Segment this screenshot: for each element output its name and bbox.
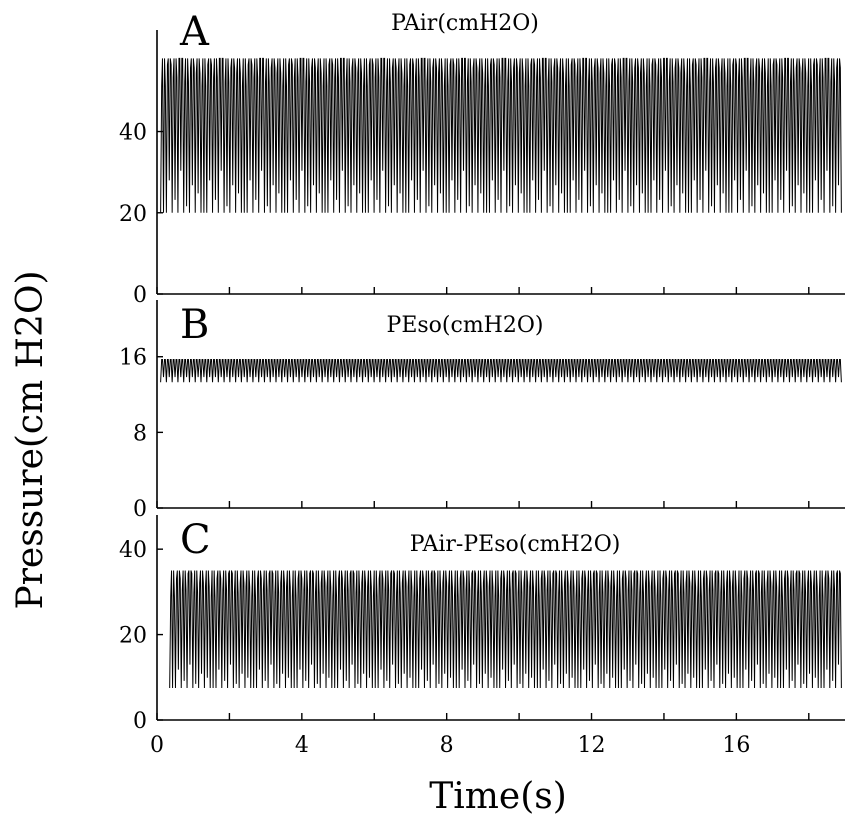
panel-a-signal-line [160,57,842,213]
x-tick-label: 16 [722,733,750,758]
panel-a-y-tick-label: 0 [133,283,147,308]
panel-a-letter: A [179,9,210,55]
x-tick-label: 0 [150,733,164,758]
panel-b-y-tick-label: 0 [133,497,147,522]
x-axis-label: Time(s) [429,776,567,817]
panel-b: B PEso(cmH2O) 0 8 16 [119,300,845,522]
panel-b-title: PEso(cmH2O) [387,313,544,338]
panel-c-plot: 0 20 40 0 4 8 12 16 [119,515,845,758]
panel-a-plot: 0 20 40 [119,30,845,308]
panel-c-letter: C [180,517,211,563]
panel-c-y-tick-label: 20 [119,624,147,649]
panel-c-y-tick-label: 40 [119,538,147,563]
panel-c: C PAir-PEso(cmH2O) 0 20 40 0 4 8 12 16 [119,515,845,758]
panel-b-y-tick-label: 16 [119,346,147,371]
panel-a-title: PAir(cmH2O) [391,11,539,36]
panel-c-y-tick-label: 0 [133,709,147,734]
panel-b-signal-line [160,359,842,383]
panel-a: A PAir(cmH2O) 0 20 40 [119,9,845,308]
panel-a-y-tick-label: 20 [119,202,147,227]
x-tick-label: 8 [440,733,454,758]
x-tick-label: 12 [578,733,606,758]
panel-c-signal-line [169,570,842,688]
panel-b-y-tick-label: 8 [133,421,147,446]
panel-b-plot: 0 8 16 [119,300,845,522]
panel-b-letter: B [180,302,209,348]
x-tick-label: 4 [295,733,309,758]
panel-c-title: PAir-PEso(cmH2O) [410,532,621,557]
y-axis-label: Pressure(cm H2O) [10,270,51,609]
panel-a-y-tick-label: 40 [119,121,147,146]
